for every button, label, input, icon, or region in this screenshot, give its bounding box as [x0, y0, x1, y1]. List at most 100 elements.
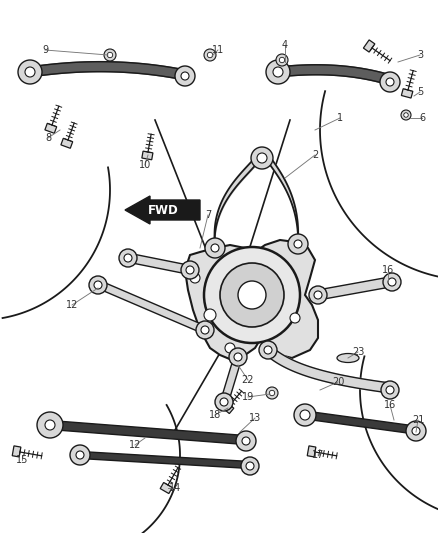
Polygon shape	[99, 281, 207, 334]
Circle shape	[294, 404, 316, 426]
Circle shape	[401, 110, 411, 120]
Ellipse shape	[337, 353, 359, 362]
Text: 22: 22	[242, 375, 254, 385]
Circle shape	[45, 420, 55, 430]
Circle shape	[204, 309, 216, 321]
Circle shape	[273, 67, 283, 77]
Circle shape	[406, 421, 426, 441]
Circle shape	[383, 273, 401, 291]
Text: 20: 20	[332, 377, 344, 387]
Text: 14: 14	[169, 483, 181, 493]
Polygon shape	[61, 138, 73, 148]
FancyArrow shape	[125, 196, 200, 224]
Text: 8: 8	[45, 133, 51, 143]
Text: 18: 18	[209, 410, 221, 420]
Circle shape	[175, 66, 195, 86]
Polygon shape	[304, 411, 416, 434]
Text: 11: 11	[212, 45, 224, 55]
Circle shape	[314, 291, 322, 299]
Polygon shape	[222, 402, 234, 414]
Circle shape	[257, 153, 267, 163]
Polygon shape	[29, 62, 186, 80]
Polygon shape	[401, 88, 413, 98]
Circle shape	[181, 72, 189, 80]
Text: 6: 6	[419, 113, 425, 123]
Circle shape	[18, 60, 42, 84]
Circle shape	[266, 387, 278, 399]
Polygon shape	[142, 151, 153, 160]
Circle shape	[404, 113, 408, 117]
Polygon shape	[45, 123, 57, 133]
Circle shape	[190, 273, 200, 283]
Circle shape	[220, 263, 284, 327]
Circle shape	[290, 313, 300, 323]
Text: 12: 12	[66, 300, 78, 310]
Text: FWD: FWD	[148, 204, 178, 216]
Circle shape	[229, 348, 247, 366]
Circle shape	[225, 343, 235, 353]
Circle shape	[288, 234, 308, 254]
Circle shape	[412, 427, 420, 435]
Circle shape	[236, 431, 256, 451]
Circle shape	[300, 410, 310, 420]
Circle shape	[181, 261, 199, 279]
Polygon shape	[307, 446, 316, 457]
Circle shape	[124, 254, 132, 262]
Circle shape	[380, 72, 400, 92]
Text: 2: 2	[312, 150, 318, 160]
Circle shape	[259, 341, 277, 359]
Polygon shape	[185, 240, 318, 360]
Circle shape	[76, 451, 84, 459]
Circle shape	[107, 52, 113, 58]
Circle shape	[37, 412, 63, 438]
Circle shape	[89, 276, 107, 294]
Text: 13: 13	[249, 413, 261, 423]
Polygon shape	[160, 482, 172, 494]
Polygon shape	[12, 446, 21, 457]
Circle shape	[381, 381, 399, 399]
Text: 17: 17	[312, 450, 324, 460]
Circle shape	[242, 437, 250, 445]
Circle shape	[266, 60, 290, 84]
Circle shape	[251, 147, 273, 169]
Text: 1: 1	[337, 113, 343, 123]
Circle shape	[204, 247, 300, 343]
Text: 3: 3	[417, 50, 423, 60]
Circle shape	[265, 343, 275, 353]
Text: 4: 4	[282, 40, 288, 50]
Polygon shape	[129, 254, 191, 274]
Circle shape	[234, 353, 242, 361]
Circle shape	[94, 281, 102, 289]
Circle shape	[386, 386, 394, 394]
Circle shape	[70, 445, 90, 465]
Polygon shape	[317, 277, 391, 300]
Text: 21: 21	[412, 415, 424, 425]
Text: 19: 19	[242, 392, 254, 402]
Text: 9: 9	[42, 45, 48, 55]
Circle shape	[388, 278, 396, 286]
Text: 16: 16	[382, 265, 394, 275]
Text: 10: 10	[139, 160, 151, 170]
Polygon shape	[277, 65, 392, 85]
Circle shape	[276, 54, 288, 66]
Text: 16: 16	[384, 400, 396, 410]
Text: 12: 12	[129, 440, 141, 450]
Circle shape	[309, 286, 327, 304]
Polygon shape	[80, 451, 250, 469]
Circle shape	[269, 390, 275, 395]
Text: 5: 5	[417, 87, 423, 97]
Circle shape	[264, 346, 272, 354]
Polygon shape	[49, 421, 245, 445]
Circle shape	[25, 67, 35, 77]
Polygon shape	[265, 346, 391, 393]
Circle shape	[207, 52, 213, 58]
Circle shape	[205, 238, 225, 258]
Circle shape	[201, 326, 209, 334]
Circle shape	[246, 462, 254, 470]
Circle shape	[196, 321, 214, 339]
Circle shape	[204, 49, 216, 61]
Circle shape	[279, 58, 285, 63]
Circle shape	[119, 249, 137, 267]
Circle shape	[186, 266, 194, 274]
Circle shape	[238, 281, 266, 309]
